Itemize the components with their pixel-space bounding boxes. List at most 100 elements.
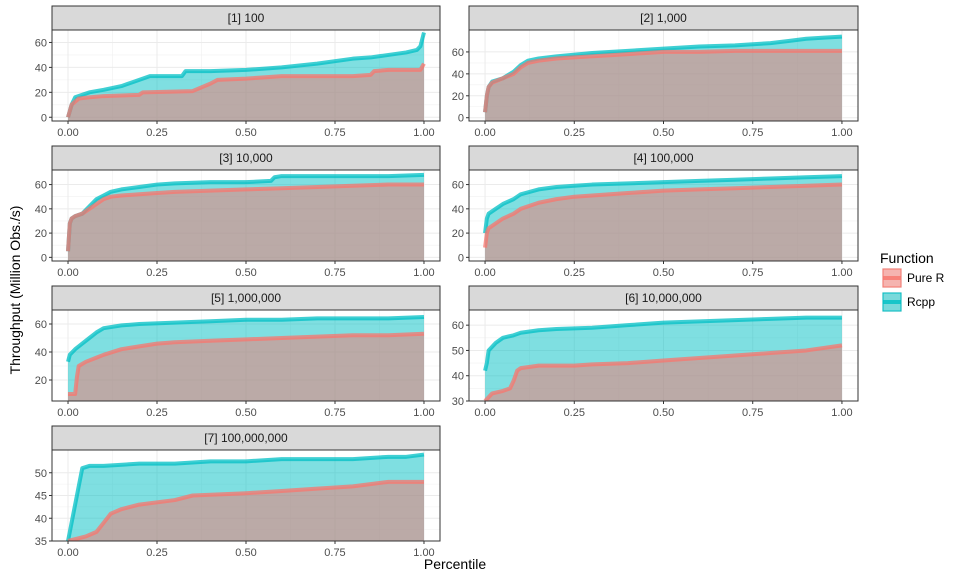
- y-tick-label: 0: [458, 113, 464, 125]
- x-tick-label: 0.25: [146, 267, 167, 279]
- y-tick-label: 50: [452, 345, 464, 357]
- facet-strip: [468, 5, 859, 31]
- y-tick-label: 40: [35, 513, 47, 525]
- line-rcpp: [483, 174, 843, 234]
- y-tick-label: 35: [35, 536, 47, 548]
- data-layer: [66, 452, 425, 541]
- facet-panel: [6] 10,000,000 30 40 50 60 0.00 0.25 0.50 0.75 1.…: [452, 285, 859, 419]
- facet-strip-label: [3] 10,000: [219, 151, 273, 165]
- y-tick-label: 20: [35, 228, 47, 240]
- facet-strip-label: [4] 100,000: [633, 151, 693, 165]
- line-pure-r: [66, 62, 426, 118]
- x-tick-label: 0.25: [564, 407, 585, 419]
- line-pure-r: [483, 343, 843, 401]
- x-tick-label: 1.00: [831, 267, 852, 279]
- data-layer: [483, 174, 843, 261]
- y-tick-label: 60: [452, 47, 464, 59]
- x-tick-label: 1.00: [413, 127, 434, 139]
- line-pure-r: [67, 479, 424, 541]
- area-pure-r: [68, 333, 424, 401]
- line-rcpp: [66, 452, 425, 541]
- x-axis-title: Percentile: [424, 556, 486, 572]
- data-layer: [66, 172, 425, 261]
- legend-label: Rcpp: [907, 295, 935, 309]
- y-tick-label: 0: [41, 112, 47, 124]
- x-tick-label: 1.00: [413, 547, 434, 559]
- y-axis-title: Throughput (Million Obs./s): [7, 206, 23, 375]
- y-tick-label: 40: [35, 204, 47, 216]
- y-tick-label: 40: [452, 371, 464, 383]
- legend: Function Pure R Rcpp: [880, 250, 945, 312]
- x-tick-label: 0.50: [235, 267, 256, 279]
- x-tick-label: 0.25: [146, 547, 167, 559]
- x-tick-label: 1.00: [831, 407, 852, 419]
- area-pure-r: [68, 184, 424, 261]
- x-tick-label: 0.25: [146, 127, 167, 139]
- y-tick-label: 60: [452, 180, 464, 192]
- x-tick-label: 0.50: [653, 267, 674, 279]
- y-tick-label: 0: [41, 252, 47, 264]
- x-tick-label: 0.00: [57, 547, 78, 559]
- y-tick-label: 20: [452, 91, 464, 103]
- x-tick-label: 0.00: [474, 267, 495, 279]
- x-tick-label: 0.00: [57, 267, 78, 279]
- x-tick-label: 0.25: [564, 127, 585, 139]
- y-tick-label: 40: [35, 347, 47, 359]
- data-layer: [66, 315, 425, 401]
- facet-panel: [5] 1,000,000 20 40 60 0.00 0.25 0.50 0.75 1.00: [35, 285, 441, 419]
- y-tick-label: 60: [452, 320, 464, 332]
- x-tick-label: 0.25: [564, 267, 585, 279]
- legend-title: Function: [880, 250, 934, 266]
- x-tick-label: 0.75: [324, 407, 345, 419]
- x-tick-label: 0.75: [742, 267, 763, 279]
- data-layer: [483, 34, 843, 121]
- area-pure-r: [485, 345, 842, 401]
- area-pure-r: [485, 184, 842, 261]
- line-pure-r: [483, 48, 842, 113]
- x-tick-label: 0.00: [57, 407, 78, 419]
- y-tick-label: 30: [452, 396, 464, 408]
- x-tick-label: 0.50: [235, 547, 256, 559]
- y-tick-label: 50: [35, 468, 47, 480]
- x-tick-label: 0.00: [474, 127, 495, 139]
- line-pure-r: [66, 182, 424, 252]
- x-tick-label: 0.75: [742, 127, 763, 139]
- area-pure-r: [68, 481, 424, 541]
- area-pure-r: [485, 50, 842, 121]
- x-tick-label: 0.75: [324, 547, 345, 559]
- facet-panel: [7] 100,000,000 35 40 45 50 0.00 0.25 0.50 0.75 1…: [35, 425, 441, 559]
- facet-strip: [51, 285, 441, 311]
- y-tick-label: 40: [452, 204, 464, 216]
- facet-strip-label: [2] 1,000: [640, 11, 687, 25]
- facet-strip-label: [1] 100: [228, 11, 265, 25]
- y-tick-label: 60: [35, 319, 47, 331]
- data-layer: [66, 31, 426, 121]
- y-tick-label: 60: [35, 37, 47, 49]
- facet-panel: [3] 10,000 0 20 40 60 0.00 0.25 0.50 0.75 1.00: [35, 145, 441, 279]
- x-tick-label: 0.75: [324, 267, 345, 279]
- facet-strip-label: [7] 100,000,000: [204, 431, 288, 445]
- x-tick-label: 0.75: [742, 407, 763, 419]
- line-rcpp: [66, 31, 426, 118]
- x-tick-label: 0.50: [653, 407, 674, 419]
- x-tick-label: 0.00: [474, 407, 495, 419]
- legend-item: Rcpp: [882, 292, 935, 312]
- facet-strip: [51, 425, 441, 451]
- facet-panel: [1] 100 0 20 40 60 0.00 0.25 0.50 0.75 1.00: [35, 5, 441, 139]
- facet-strip-label: [6] 10,000,000: [625, 291, 702, 305]
- x-tick-label: 0.50: [235, 407, 256, 419]
- x-tick-label: 0.50: [235, 127, 256, 139]
- line-rcpp: [66, 315, 425, 363]
- facet-strip: [468, 145, 859, 171]
- legend-label: Pure R: [907, 271, 945, 285]
- facet-panel: [2] 1,000 0 20 40 60 0.00 0.25 0.50 0.75 1.00: [452, 5, 859, 139]
- x-tick-label: 0.75: [324, 127, 345, 139]
- x-tick-label: 1.00: [413, 267, 434, 279]
- facet-strip: [51, 5, 441, 31]
- y-tick-label: 0: [458, 252, 464, 264]
- y-tick-label: 20: [35, 87, 47, 99]
- line-pure-r: [483, 182, 843, 248]
- line-pure-r: [68, 331, 425, 396]
- y-tick-label: 45: [35, 491, 47, 503]
